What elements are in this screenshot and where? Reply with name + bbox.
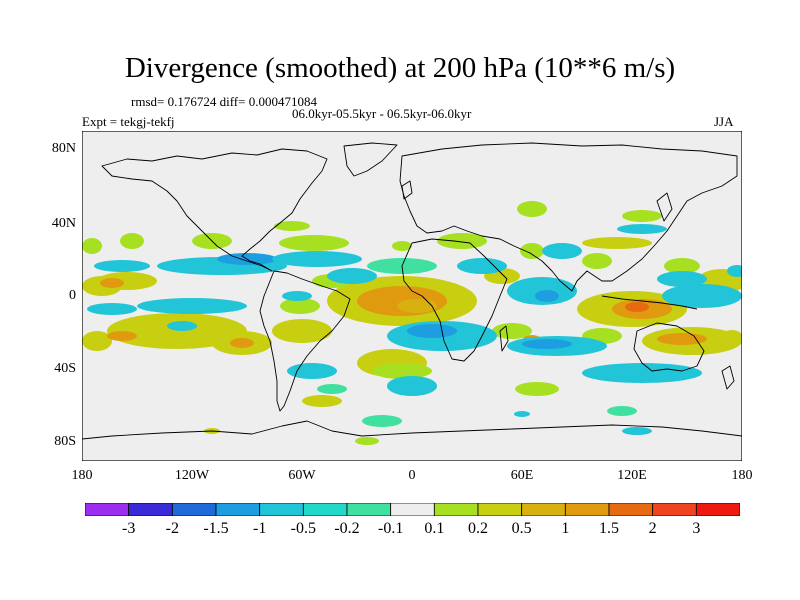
lat-label-40n: 40N <box>51 216 76 231</box>
experiment-label: Expt = tekgj-tekfj <box>82 114 175 129</box>
colorbar-label: -0.5 <box>290 520 316 537</box>
colorbar-swatch <box>652 503 697 516</box>
field-contours <box>82 201 742 445</box>
greenland-coast <box>343 142 398 177</box>
colorbar-swatch <box>608 503 654 516</box>
colorbar-swatch <box>564 503 610 516</box>
colorbar-swatch <box>128 503 173 516</box>
colorbar-swatch <box>302 503 348 516</box>
period-label: 06.0kyr-05.5kyr - 06.5kyr-06.0kyr <box>292 106 472 121</box>
colorbar-label: -1.5 <box>203 520 229 537</box>
season-label: JJA <box>714 114 734 129</box>
colorbar-label: -1 <box>252 520 267 537</box>
colorbar-label: 1.5 <box>599 520 619 537</box>
colorbar-label: -2 <box>165 520 179 537</box>
colorbar-swatch <box>346 503 392 516</box>
colorbar-label: 1 <box>561 520 570 537</box>
divergence-map <box>82 131 742 461</box>
colorbar-label: 0.5 <box>511 520 532 537</box>
colorbar-swatch <box>477 503 523 516</box>
madagascar-coast <box>499 325 509 352</box>
lat-label-80n: 80N <box>51 141 76 156</box>
uk-coast <box>401 180 413 200</box>
colorbar-swatch <box>215 503 261 516</box>
coastlines <box>82 142 742 440</box>
colorbar <box>85 503 740 516</box>
colorbar-label: -3 <box>121 520 136 537</box>
colorbar-label: 2 <box>648 520 657 537</box>
japan-coast <box>656 192 673 222</box>
australia-coast <box>633 322 705 372</box>
colorbar-label: 0.2 <box>468 520 488 537</box>
south-america-coast <box>259 270 351 412</box>
lon-label-0: 0 <box>408 468 416 483</box>
lon-label-180w: 180 <box>71 468 93 483</box>
positive-patches <box>82 201 742 445</box>
colorbar-label: -0.1 <box>377 520 404 537</box>
lon-label-120w: 120W <box>174 468 210 483</box>
lat-label-40s: 40S <box>54 361 76 376</box>
new-zealand-coast <box>721 365 735 390</box>
north-america-coast <box>101 148 328 272</box>
colorbar-swatch <box>171 503 217 516</box>
africa-coast <box>401 238 508 362</box>
lat-label-eq: 0 <box>69 288 76 303</box>
antarctica-coast <box>82 420 742 440</box>
stats-label: rmsd= 0.176724 diff= 0.000471084 <box>131 94 317 109</box>
colorbar-swatch <box>259 503 304 516</box>
indonesia-coast <box>601 295 698 310</box>
plot-title: Divergence (smoothed) at 200 hPa (10**6 … <box>124 52 676 84</box>
colorbar-label: -0.2 <box>334 520 360 537</box>
lon-label-60w: 60W <box>288 468 316 483</box>
lon-label-180e: 180 <box>731 468 753 483</box>
colorbar-swatch <box>433 503 479 516</box>
eurasia-coast <box>399 142 738 292</box>
lat-label-80s: 80S <box>54 434 76 449</box>
colorbar-label: 0.1 <box>424 520 445 537</box>
colorbar-label: 3 <box>692 520 701 537</box>
colorbar-swatch <box>695 503 740 516</box>
colorbar-swatch <box>390 503 435 516</box>
lon-label-120e: 120E <box>617 468 647 483</box>
colorbar-swatch <box>521 503 566 516</box>
lon-label-60e: 60E <box>510 468 534 483</box>
colorbar-swatch <box>85 503 130 516</box>
negative-patches <box>87 224 742 435</box>
